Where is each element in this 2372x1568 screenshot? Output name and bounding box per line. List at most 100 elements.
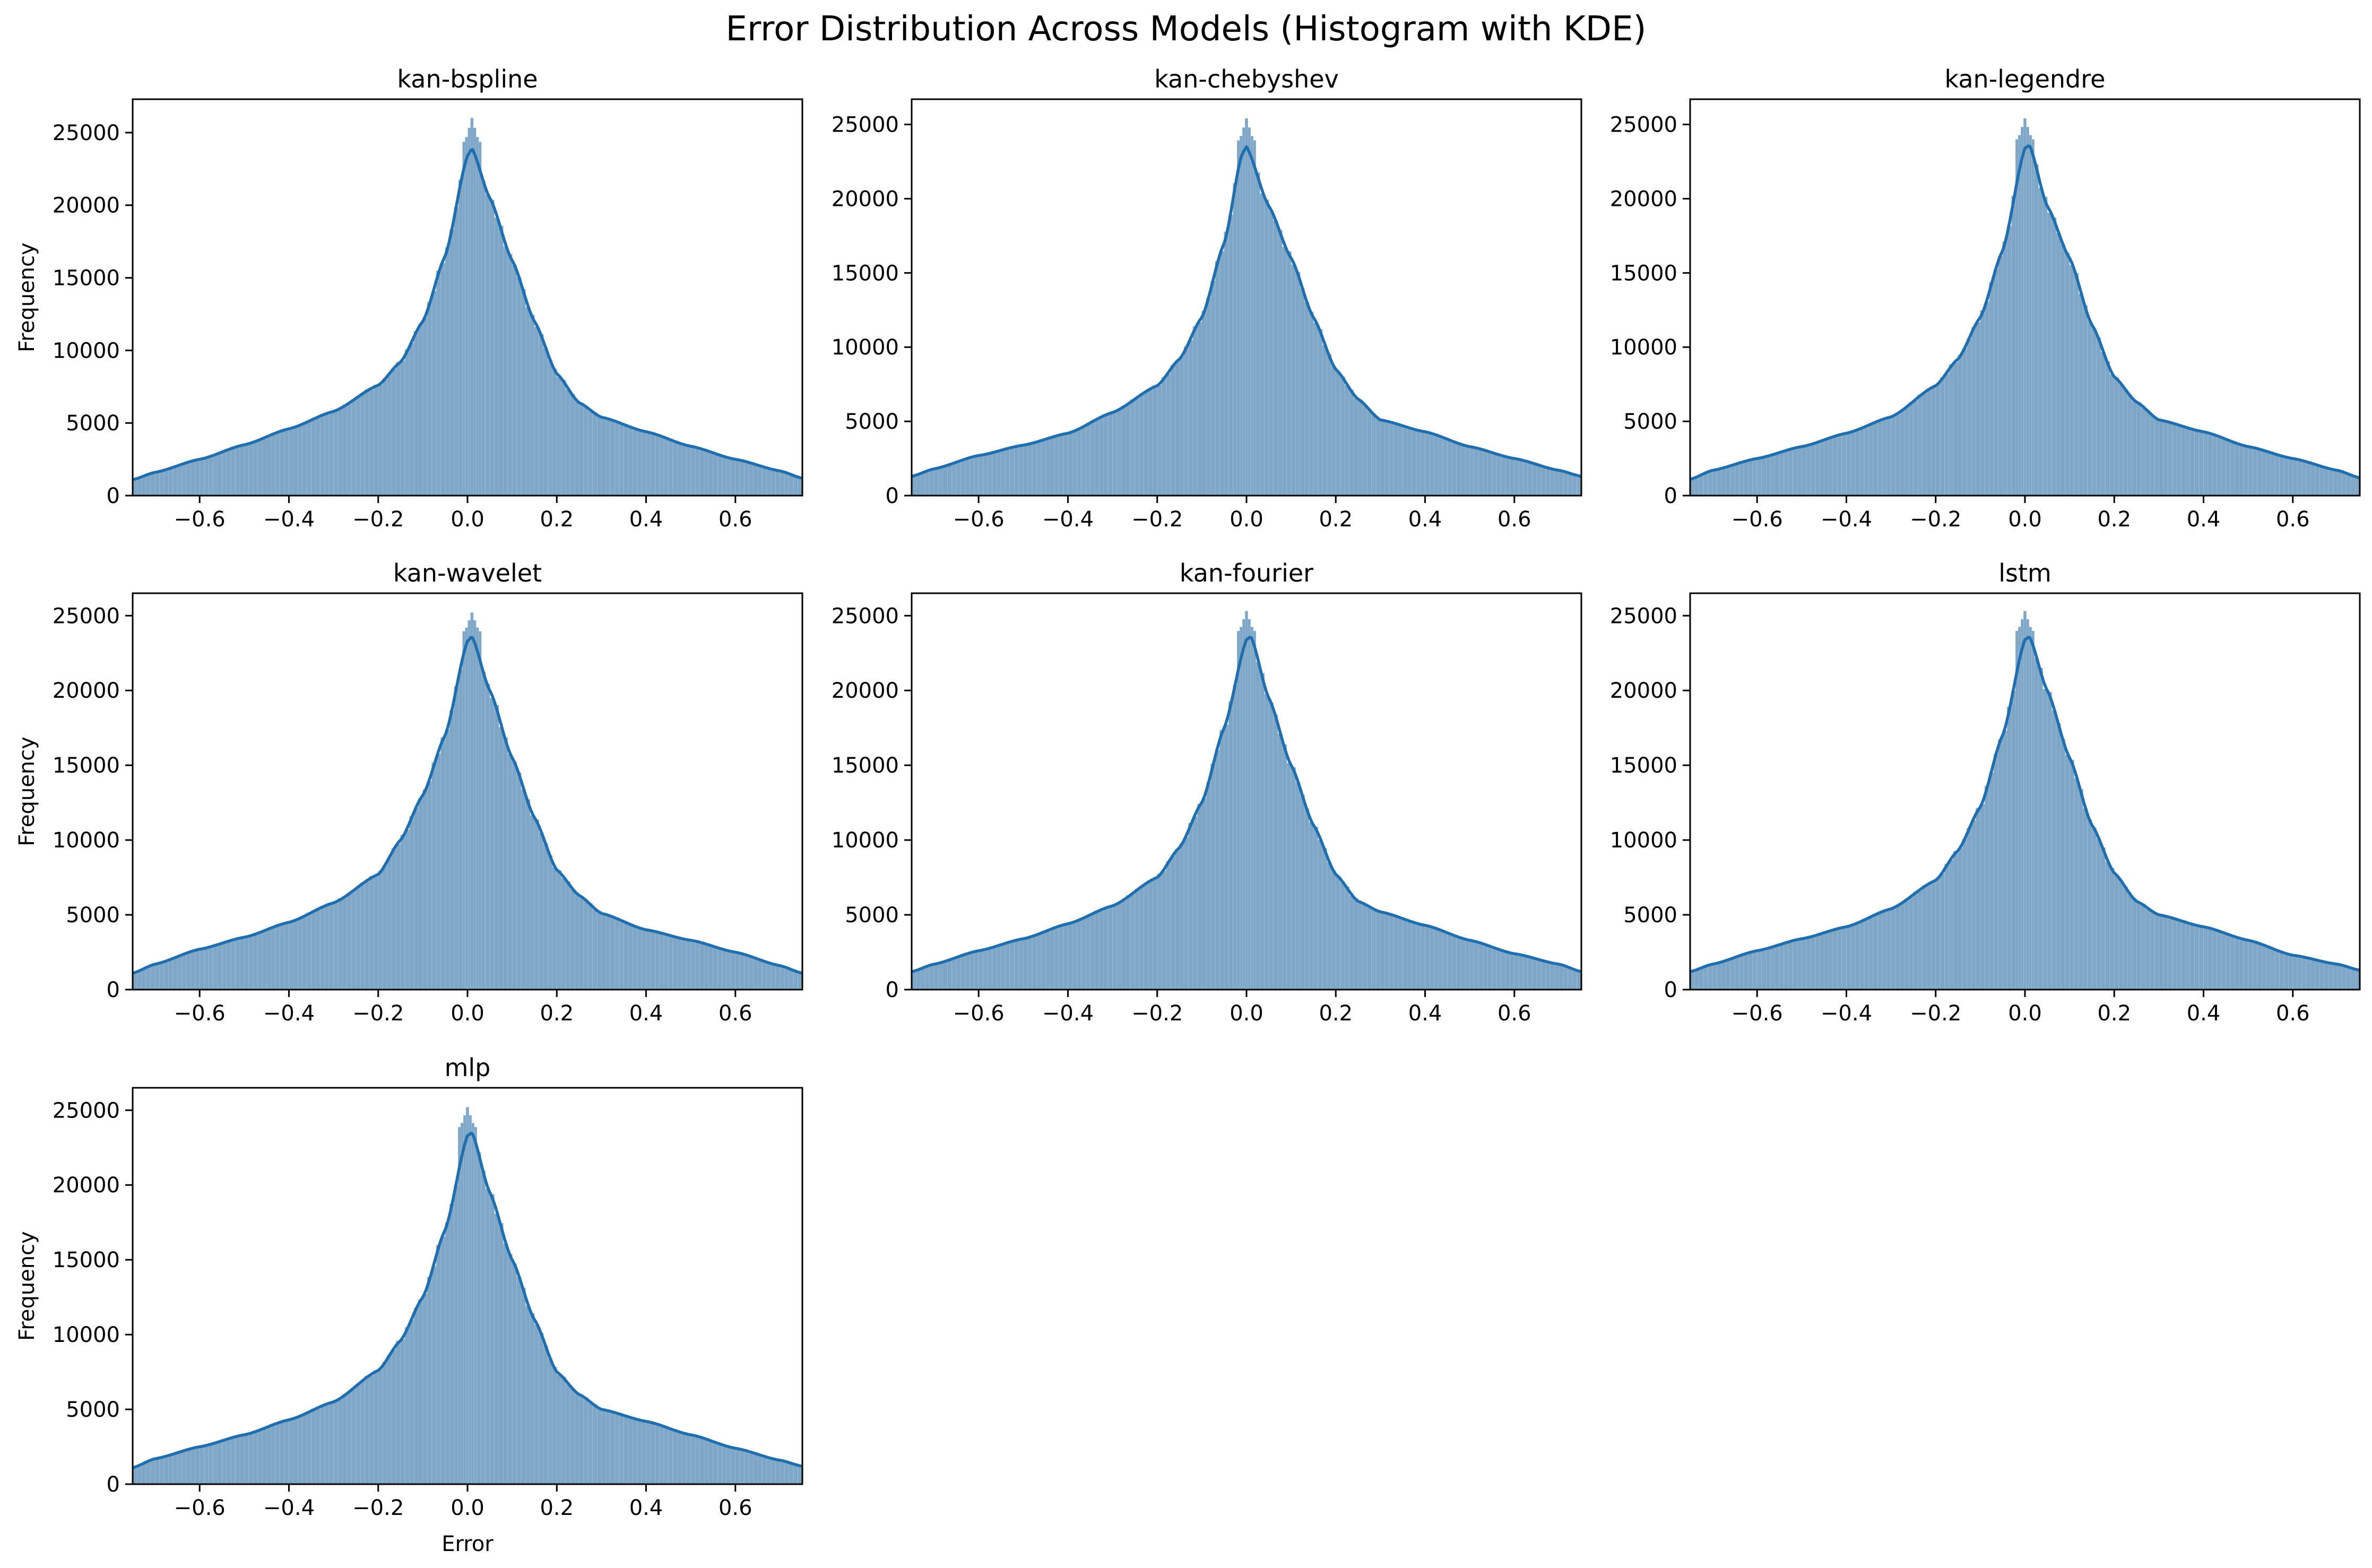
histogram-bar: [190, 461, 196, 496]
histogram-bar: [476, 1152, 481, 1485]
histogram-bar: [1554, 964, 1560, 990]
histogram-bar: [552, 1367, 557, 1485]
histogram-bar: [289, 1419, 294, 1485]
histogram-bar: [1850, 923, 1856, 990]
histogram-bar: [2114, 876, 2119, 990]
histogram-bar: [248, 442, 254, 496]
histogram-bar: [1135, 889, 1140, 990]
histogram-bar: [766, 468, 772, 496]
histogram-bar: [208, 947, 213, 990]
histogram-bar: [266, 1426, 272, 1485]
histogram-bar: [708, 1440, 714, 1485]
y-tick-label: 5000: [1623, 410, 1677, 434]
histogram-bar: [159, 471, 165, 496]
histogram-bar: [1215, 750, 1220, 990]
histogram-bar: [1496, 454, 1501, 496]
histogram-bar: [1219, 730, 1225, 990]
histogram-bar: [1980, 310, 1985, 496]
histogram-bar: [1958, 354, 1963, 496]
histogram-bar: [289, 428, 294, 496]
histogram-bar: [2252, 447, 2257, 496]
histogram-bar: [601, 914, 607, 990]
x-tick-label: 0.2: [2097, 1001, 2131, 1026]
histogram-bar: [356, 1383, 361, 1485]
histogram-bar: [1712, 470, 1717, 496]
histogram-bar: [297, 1416, 303, 1485]
histogram-bar: [713, 454, 718, 496]
histogram-bar: [1717, 469, 1722, 496]
histogram-bar: [1309, 822, 1314, 990]
histogram-bar: [284, 429, 289, 496]
histogram-bar: [1739, 462, 1744, 496]
histogram-bar: [1398, 425, 1403, 496]
histogram-bar: [1998, 255, 2003, 496]
histogram-bar: [784, 1461, 790, 1485]
histogram-bar: [2221, 932, 2226, 990]
histogram-bar: [677, 938, 682, 990]
histogram-bar: [427, 1277, 432, 1485]
histogram-bar: [163, 469, 169, 496]
histogram-bar: [534, 1324, 540, 1485]
x-tick-label: 0.6: [2276, 1001, 2310, 1026]
histogram-bar: [1779, 943, 1785, 990]
histogram-bar: [2136, 402, 2142, 496]
x-tick-label: 0.0: [451, 1496, 484, 1520]
y-tick-label: 15000: [1610, 261, 1677, 285]
histogram-bar: [1877, 913, 1883, 990]
histogram-bar: [530, 315, 535, 496]
histogram-bar: [1895, 905, 1900, 990]
histogram-bar: [2185, 427, 2191, 496]
x-tick-label: 0.2: [1319, 1001, 1353, 1026]
histogram-bar: [556, 377, 562, 496]
histogram-bar: [735, 1448, 740, 1485]
histogram-bar: [1725, 466, 1731, 496]
histogram-bar: [916, 969, 921, 990]
histogram-bar: [1072, 921, 1077, 990]
histogram-bar: [177, 1451, 182, 1485]
x-tick-label: −0.2: [1910, 1001, 1961, 1026]
histogram-bar: [454, 1184, 459, 1485]
histogram-bar: [650, 1423, 655, 1485]
histogram-bar: [1233, 685, 1238, 990]
histogram-bar: [730, 951, 736, 990]
y-tick-label: 25000: [53, 121, 120, 145]
histogram-bar: [2172, 424, 2177, 496]
histogram-bar: [2297, 460, 2302, 496]
histogram-bar: [1841, 434, 1847, 496]
histogram-bar: [1949, 860, 1954, 990]
histogram-bar: [1694, 969, 1700, 990]
x-tick-label: 0.6: [718, 507, 752, 532]
y-tick-label: 10000: [53, 828, 120, 853]
histogram-bar: [2109, 868, 2115, 990]
x-tick-label: 0.0: [2008, 1001, 2042, 1026]
histogram-bar: [454, 207, 459, 496]
kde-line: [132, 636, 803, 975]
panel-title: kan-fourier: [1180, 559, 1313, 587]
histogram-bar: [324, 413, 330, 496]
histogram-peak-bar: [2018, 627, 2021, 990]
histogram-bar: [328, 903, 334, 990]
histogram-bar: [1734, 463, 1739, 496]
histogram-bar: [659, 932, 664, 990]
histogram-bar: [1027, 443, 1033, 496]
histogram-bar: [2082, 305, 2088, 496]
histogram-bar: [1081, 918, 1086, 990]
y-tick-label: 25000: [53, 1098, 120, 1123]
histogram-bar: [1121, 900, 1127, 990]
histogram-bar: [1273, 714, 1278, 990]
histogram-bar: [1828, 438, 1833, 496]
histogram-bar: [543, 843, 548, 990]
histogram-bar: [681, 445, 687, 496]
histogram-bar: [253, 933, 258, 990]
histogram-peak-bar: [2029, 627, 2032, 990]
histogram-bar: [271, 928, 276, 990]
histogram-bar: [1023, 445, 1028, 496]
histogram-bar: [1895, 412, 1900, 496]
histogram-bar: [2328, 963, 2333, 990]
histogram-bar: [784, 967, 790, 990]
histogram-bar: [641, 929, 646, 990]
histogram-bar: [605, 1410, 611, 1485]
histogram-bar: [628, 923, 633, 990]
histogram-bar: [1572, 474, 1577, 496]
